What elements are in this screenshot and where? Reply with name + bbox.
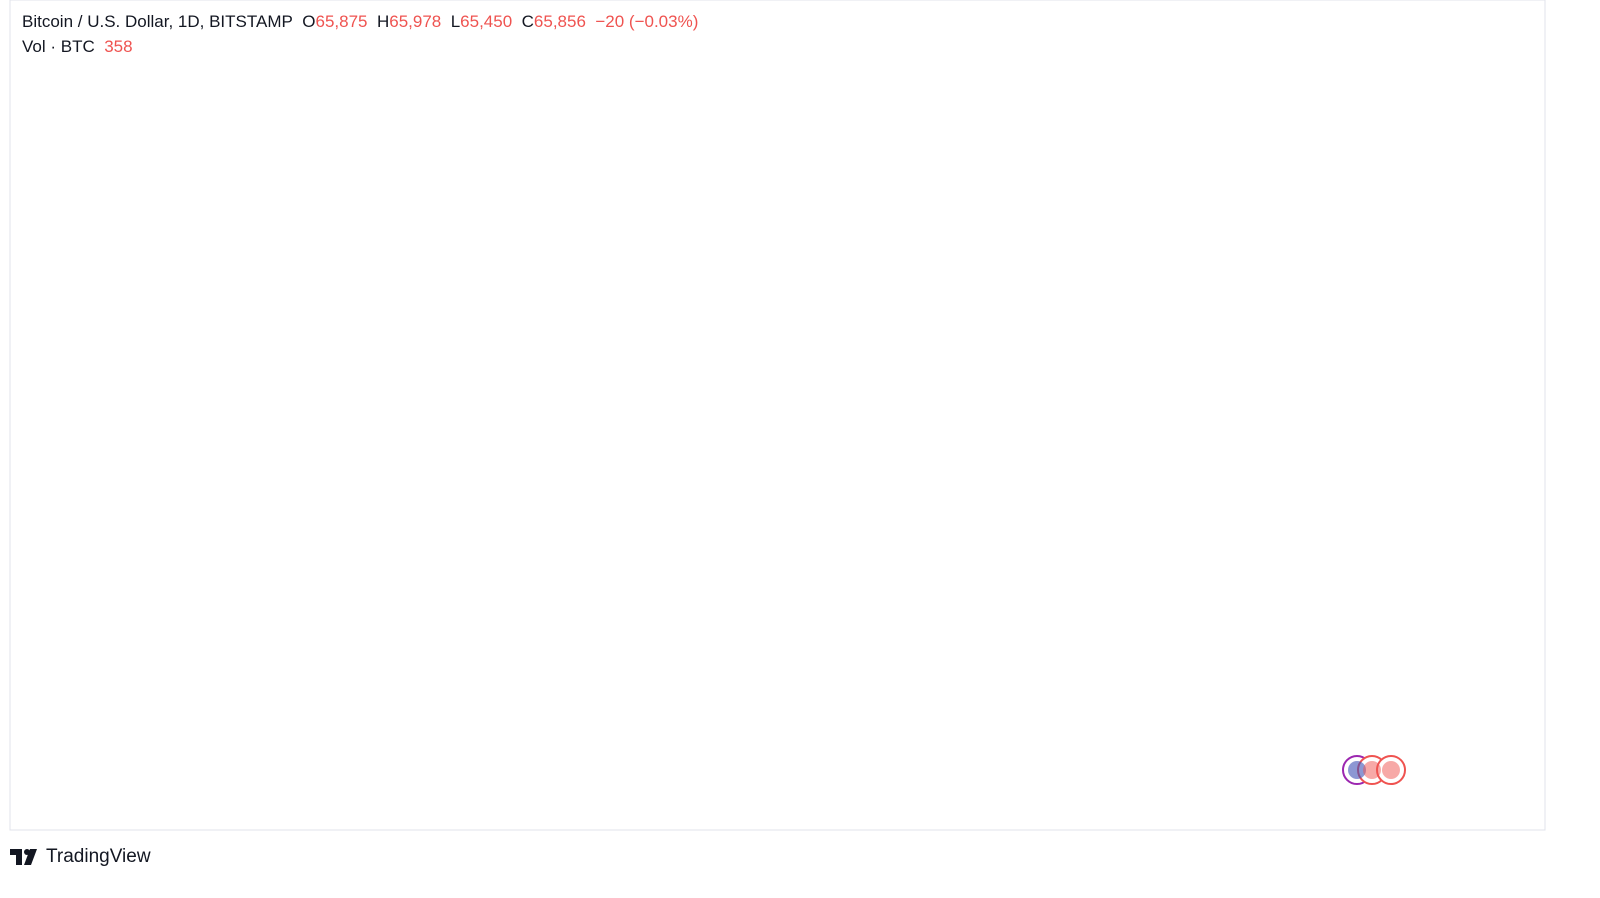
ohlc-value: 65,856 xyxy=(533,12,586,31)
brand-name: TradingView xyxy=(46,846,151,867)
legend: Bitcoin / U.S. Dollar, 1D, BITSTAMP O 65,… xyxy=(22,9,698,59)
ohlc-value: 65,450 xyxy=(460,12,513,31)
ohlc-label: O xyxy=(302,12,316,31)
legend-row: Bitcoin / U.S. Dollar, 1D, BITSTAMP O 65,… xyxy=(22,9,698,34)
brand[interactable]: TradingView xyxy=(10,846,151,868)
legend-row: Vol · BTC 358 xyxy=(22,34,698,59)
event-flags xyxy=(1342,755,1406,785)
change: −20 (−0.03%) xyxy=(595,12,699,31)
ohlc-label: H xyxy=(376,12,390,31)
flag-icon xyxy=(1363,761,1381,779)
brand-logo xyxy=(10,849,37,865)
ohlc-label: L xyxy=(450,12,461,31)
volume-value: 358 xyxy=(104,37,133,56)
symbol: Bitcoin / U.S. Dollar, 1D, BITSTAMP xyxy=(22,12,293,31)
ohlc-value: 65,875 xyxy=(315,12,368,31)
flag-icon xyxy=(1382,761,1400,779)
volume-label: Vol · BTC xyxy=(22,37,95,56)
flag-icon xyxy=(1348,761,1366,779)
pane-border xyxy=(9,0,1546,831)
ohlc-label: C xyxy=(521,12,534,31)
ohlc-value: 65,978 xyxy=(389,12,442,31)
